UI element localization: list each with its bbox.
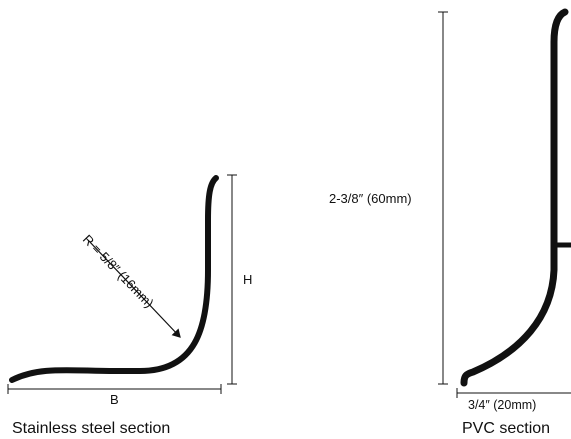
pvc-height-dimension: 2-3/8″ (60mm) [329,11,448,385]
steel-profile [9,175,219,383]
height-label: H [243,272,252,287]
height-dimension: H [227,174,252,385]
pvc-caption: PVC section [462,420,551,437]
radius-label: R = 5/8″ (16mm) [80,232,157,311]
base-dimension: B [7,384,222,407]
pvc-profile [460,8,569,387]
pvc-width-label: 3/4″ (20mm) [468,398,536,412]
stainless-steel-section: R = 5/8″ (16mm) H B [7,174,252,407]
base-label: B [110,392,119,407]
pvc-section: 2-3/8″ (60mm) 3/4″ (20mm) [329,8,571,412]
pvc-width-dimension: 3/4″ (20mm) [456,388,571,412]
radius-arrow [87,239,181,338]
steel-caption: Stainless steel section [12,420,171,437]
pvc-height-label: 2-3/8″ (60mm) [329,191,412,206]
